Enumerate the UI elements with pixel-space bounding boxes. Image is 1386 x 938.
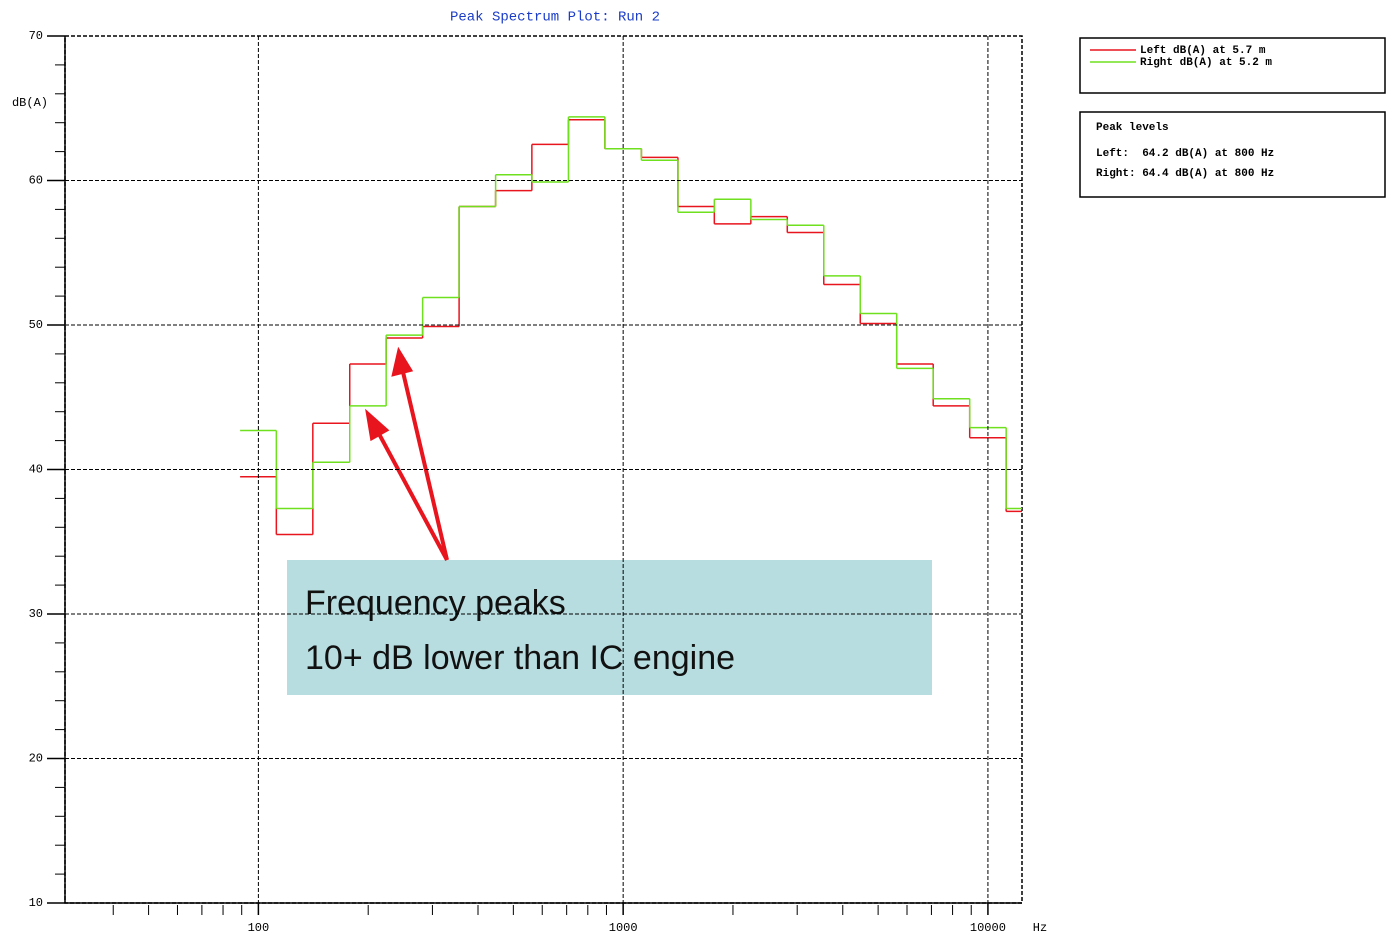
chart-title: Peak Spectrum Plot: Run 2 — [450, 10, 660, 26]
peak-line: Left: 64.2 dB(A) at 800 Hz — [1096, 148, 1274, 160]
y-axis-label: dB(A) — [12, 96, 48, 110]
peak-box — [1079, 111, 1386, 198]
x-tick-label: 100 — [248, 921, 270, 935]
legend-label: Right dB(A) at 5.2 m — [1140, 57, 1272, 69]
peak-title: Peak levels — [1096, 122, 1169, 134]
x-tick-label: 1000 — [609, 921, 638, 935]
y-tick-label: 60 — [29, 174, 43, 188]
y-tick-label: 20 — [29, 752, 43, 766]
annotation-arrows — [365, 346, 449, 561]
annotation-text: 10+ dB lower than IC engine — [305, 639, 735, 677]
peak-line: Right: 64.4 dB(A) at 800 Hz — [1096, 168, 1274, 180]
annotation-box — [287, 560, 932, 695]
y-tick-label: 50 — [29, 318, 43, 332]
x-axis-label: Hz — [1033, 921, 1047, 935]
y-tick-label: 10 — [29, 896, 43, 910]
legend — [1079, 37, 1386, 94]
y-tick-label: 30 — [29, 607, 43, 621]
x-tick-label: 10000 — [970, 921, 1006, 935]
y-tick-label: 70 — [29, 29, 43, 43]
annotation-text: Frequency peaks — [305, 584, 566, 622]
y-tick-label: 40 — [29, 463, 43, 477]
plot-area — [240, 116, 1022, 536]
legend-label: Left dB(A) at 5.7 m — [1140, 45, 1266, 57]
